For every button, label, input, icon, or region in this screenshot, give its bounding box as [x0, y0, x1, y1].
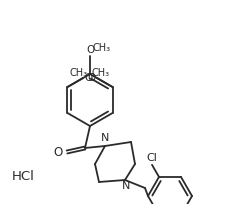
Text: CH₃: CH₃	[91, 68, 109, 78]
Text: CH₃: CH₃	[92, 43, 110, 53]
Text: O: O	[86, 45, 94, 55]
Text: HCl: HCl	[12, 170, 35, 183]
Text: CH₃: CH₃	[70, 68, 88, 78]
Text: O: O	[88, 73, 96, 83]
Text: Cl: Cl	[147, 153, 158, 163]
Text: O: O	[54, 145, 63, 159]
Text: O: O	[84, 73, 92, 83]
Text: N: N	[101, 133, 109, 143]
Text: N: N	[122, 181, 130, 191]
